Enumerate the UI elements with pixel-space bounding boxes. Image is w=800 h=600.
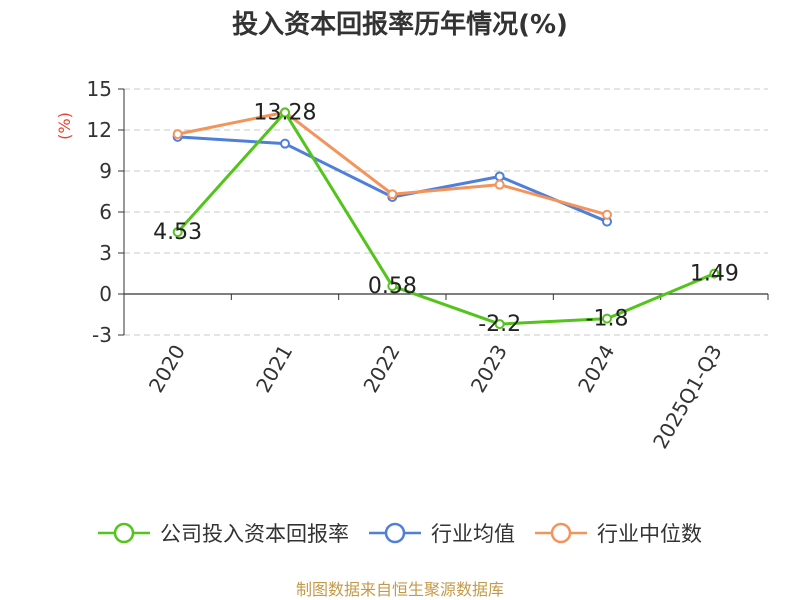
x-tick-label: 2022 (358, 341, 404, 397)
y-axis-label: (%) (55, 112, 74, 140)
legend-swatch-industry-mean (369, 522, 421, 544)
y-tick-label: 6 (99, 200, 112, 224)
data-point (387, 189, 398, 200)
y-tick-label: -3 (92, 323, 112, 347)
data-label: 4.53 (153, 220, 202, 245)
data-label: 1.49 (690, 262, 739, 287)
series-line (176, 111, 715, 326)
data-point (602, 209, 612, 220)
legend-swatch-industry-median (535, 522, 587, 544)
data-point (602, 313, 612, 324)
x-tick-label: 2020 (144, 341, 190, 397)
legend-label-industry-median: 行业中位数 (597, 522, 702, 546)
data-point (280, 138, 290, 149)
data-point (280, 107, 290, 118)
y-tick-label: 12 (87, 118, 112, 142)
data-point (494, 319, 505, 330)
y-tick-label: 3 (99, 241, 112, 265)
data-label: -1.8 (586, 307, 629, 332)
data-point (494, 179, 505, 190)
data-label: 0.58 (368, 274, 417, 299)
y-tick-label: 9 (99, 159, 112, 183)
data-point (172, 227, 183, 238)
x-tick-label: 2023 (466, 340, 512, 396)
x-tick-label: 2025Q1-Q3 (648, 341, 727, 453)
data-point (172, 129, 183, 140)
x-tick-label: 2024 (573, 341, 619, 397)
legend-item-company-roic[interactable]: 公司投入资本回报率 (98, 518, 349, 548)
legend: 公司投入资本回报率 行业均值 行业中位数 (0, 518, 800, 548)
legend-item-industry-mean[interactable]: 行业均值 (369, 518, 515, 548)
source-footer: 制图数据来自恒生聚源数据库 (295, 580, 504, 599)
data-label: -2.2 (478, 312, 521, 337)
data-point (494, 171, 505, 182)
chart-title: 投入资本回报率历年情况(%) (232, 10, 568, 40)
series-line (177, 135, 608, 223)
y-tick-label: 15 (87, 77, 112, 101)
legend-swatch-company-roic (98, 522, 150, 544)
legend-item-industry-median[interactable]: 行业中位数 (535, 518, 702, 548)
data-label: 13.28 (254, 101, 317, 126)
y-tick-label: 0 (99, 282, 112, 306)
data-point (387, 281, 398, 292)
legend-label-industry-mean: 行业均值 (431, 522, 515, 546)
data-point (709, 268, 720, 279)
x-tick-label: 2021 (251, 341, 297, 397)
legend-label-company-roic: 公司投入资本回报率 (160, 522, 349, 546)
